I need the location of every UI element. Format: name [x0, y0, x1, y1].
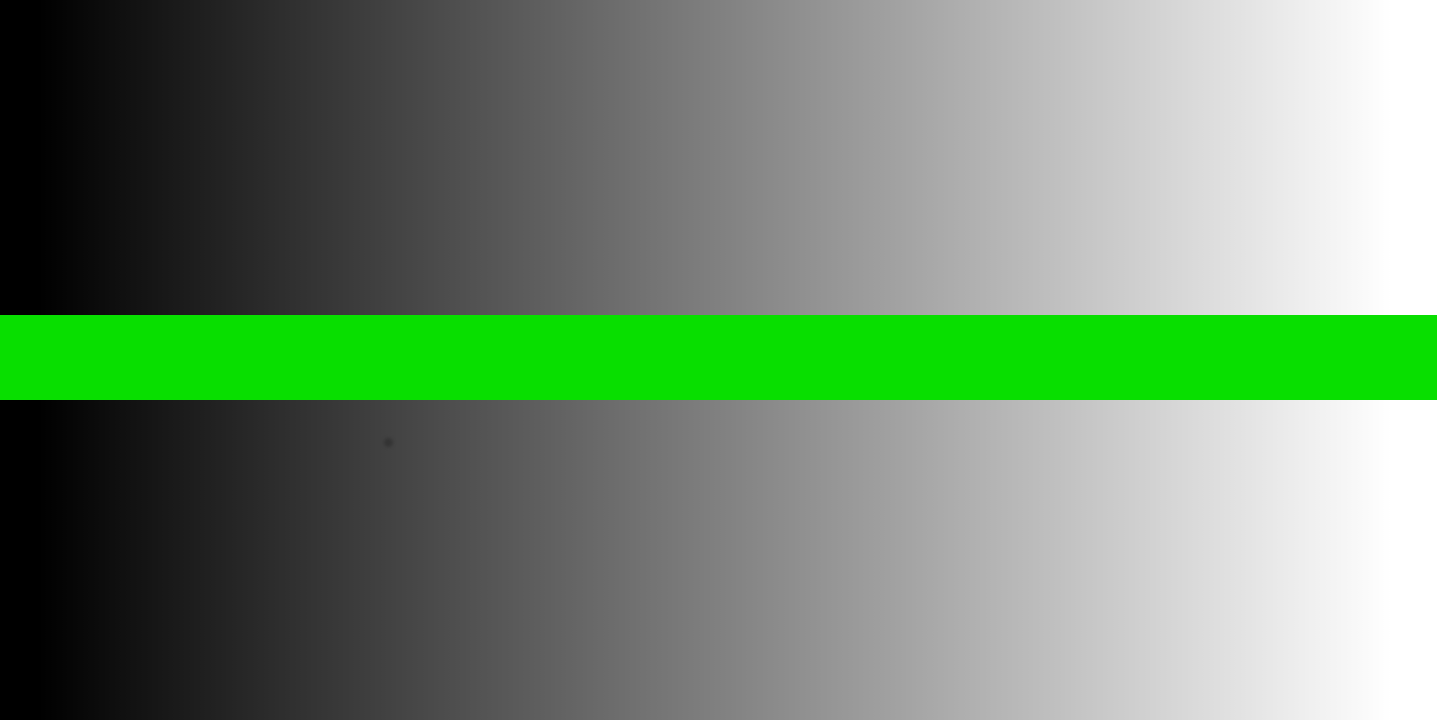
top-grayscale-gradient	[0, 0, 1440, 315]
green-bar	[0, 315, 1440, 400]
green-bar-right-edge	[1437, 315, 1440, 400]
dust-speck	[384, 438, 393, 447]
bottom-grayscale-gradient	[0, 400, 1440, 720]
